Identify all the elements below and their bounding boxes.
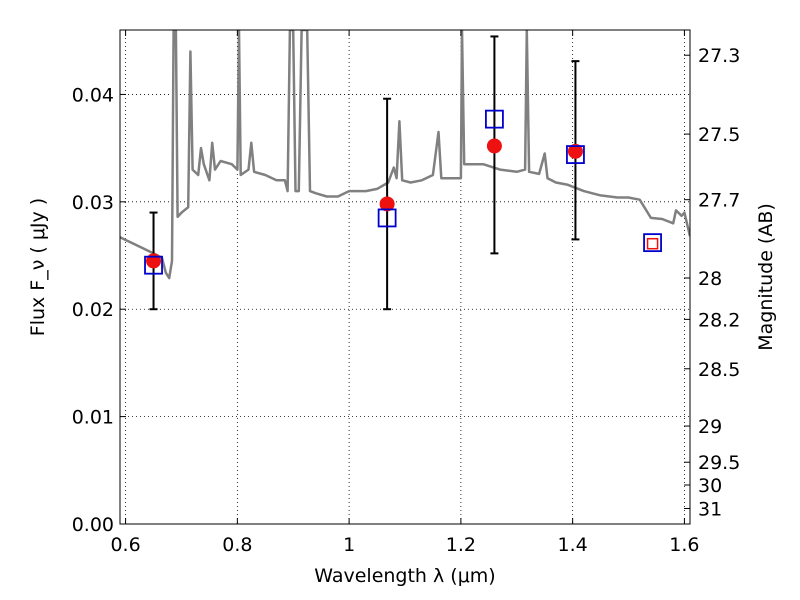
y2-axis-label: Magnitude (AB) — [755, 203, 777, 351]
y2-tick-label: 31 — [698, 498, 722, 520]
y-tick-label: 0.03 — [72, 192, 114, 214]
y-axis-label: Flux F_ν ( μJy ) — [27, 198, 49, 336]
y2-tick-label: 28 — [698, 268, 722, 290]
x-tick-label: 0.8 — [222, 534, 252, 556]
y-tick-label: 0.01 — [72, 407, 114, 429]
y-tick-label: 0.04 — [72, 84, 114, 106]
x-axis-label: Wavelength λ (μm) — [314, 565, 495, 587]
data-markers — [144, 109, 662, 275]
model-point — [643, 233, 662, 253]
y2-tick-label: 29 — [698, 416, 722, 438]
y2-tick-label: 27.3 — [698, 45, 740, 67]
y2-tick-label: 28.5 — [698, 359, 740, 381]
observed-point — [146, 253, 162, 269]
y2-tick-label: 29.5 — [698, 452, 740, 474]
model-point-inner — [646, 237, 659, 250]
x-tick-label: 0.6 — [110, 534, 140, 556]
model-point — [377, 208, 397, 228]
y-tick-label: 0.00 — [72, 514, 114, 536]
model-point — [485, 109, 504, 129]
x-tick-label: 1.4 — [558, 534, 588, 556]
y2-tick-label: 27.7 — [698, 190, 740, 212]
y2-tick-label: 30 — [698, 475, 722, 497]
grid-lines — [120, 30, 690, 524]
error-bars — [149, 35, 580, 311]
plot-frame — [119, 29, 691, 525]
model-point — [144, 255, 163, 275]
spectrum-line — [120, 30, 690, 280]
axis-ticks: 0.6 0.8 1 1.2 1.4 1.6 0.00 0.01 0.02 0.03 0.04 27.3… — [72, 30, 740, 556]
x-tick-label: 1 — [343, 534, 355, 556]
x-tick-label: 1.2 — [446, 534, 476, 556]
x-tick-label: 1.6 — [669, 534, 699, 556]
y-tick-label: 0.02 — [72, 299, 114, 321]
y2-tick-label: 28.2 — [698, 309, 740, 331]
observed-point — [379, 196, 395, 212]
model-point — [566, 145, 585, 164]
y2-tick-label: 27.5 — [698, 124, 740, 146]
template-spectrum — [120, 30, 690, 280]
observed-point — [567, 143, 583, 159]
observed-point — [486, 138, 502, 154]
